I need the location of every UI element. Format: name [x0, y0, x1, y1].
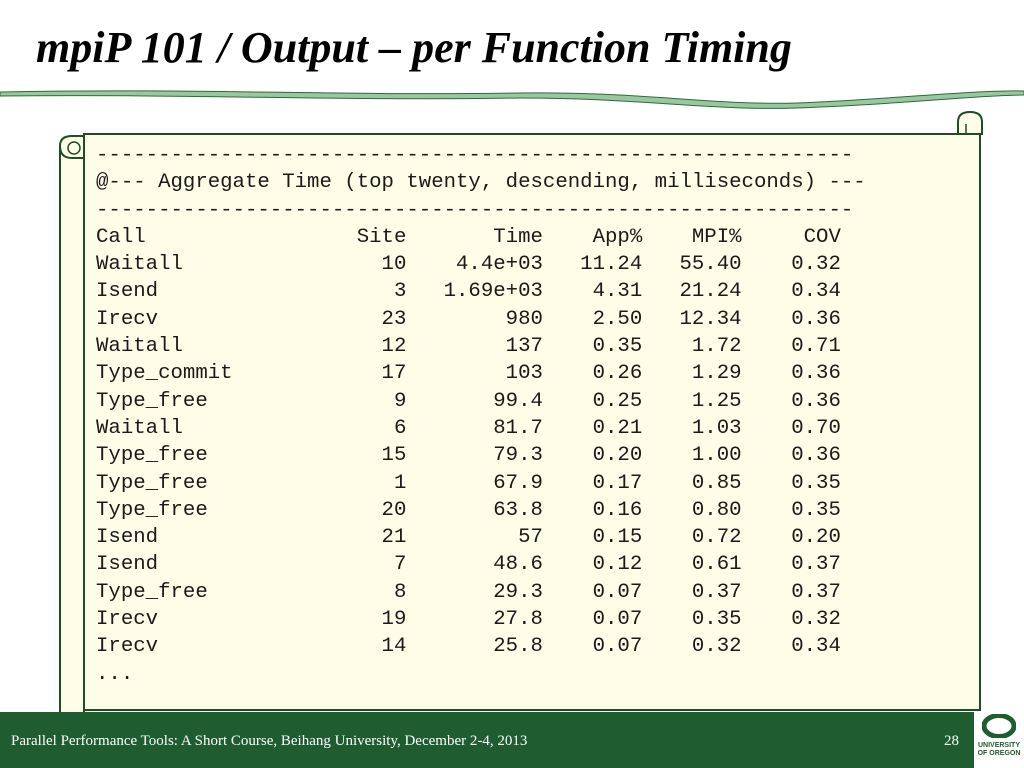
listing-row: Type_free 15 79.3 0.20 1.00 0.36: [96, 444, 841, 468]
logo-line-2: OF OREGON: [977, 750, 1021, 757]
listing-line: @--- Aggregate Time (top twenty, descend…: [96, 171, 866, 195]
oregon-o-icon: [982, 714, 1016, 738]
logo-text: UNIVERSITY OF OREGON: [974, 742, 1024, 758]
listing-row: Type_commit 17 103 0.26 1.29 0.36: [96, 362, 841, 386]
university-of-oregon-logo: UNIVERSITY OF OREGON: [974, 712, 1024, 768]
logo-line-1: UNIVERSITY: [977, 742, 1020, 749]
listing-row: Type_free 20 63.8 0.16 0.80 0.35: [96, 498, 841, 522]
decorative-wave: [0, 90, 1024, 109]
listing-row: Waitall 6 81.7 0.21 1.03 0.70: [96, 416, 841, 440]
slide-title: mpiP 101 / Output – per Function Timing: [36, 23, 792, 72]
listing-row: Isend 3 1.69e+03 4.31 21.24 0.34: [96, 280, 841, 304]
mpip-aggregate-time-listing: ----------------------------------------…: [96, 142, 866, 688]
listing-line: ----------------------------------------…: [96, 198, 854, 222]
listing-row: Type_free 1 67.9 0.17 0.85 0.35: [96, 471, 841, 495]
page-number: 28: [944, 733, 959, 749]
listing-row: Isend 21 57 0.15 0.72 0.20: [96, 526, 841, 550]
listing-ellipsis: ...: [96, 662, 134, 686]
listing-row: Waitall 12 137 0.35 1.72 0.71: [96, 335, 841, 359]
listing-row: Isend 7 48.6 0.12 0.61 0.37: [96, 553, 841, 577]
listing-row: Type_free 9 99.4 0.25 1.25 0.36: [96, 389, 841, 413]
footer-course-info: Parallel Performance Tools: A Short Cour…: [11, 733, 528, 749]
listing-line: ----------------------------------------…: [96, 144, 854, 167]
listing-row: Waitall 10 4.4e+03 11.24 55.40 0.32: [96, 253, 841, 277]
listing-row: Type_free 8 29.3 0.07 0.37 0.37: [96, 580, 841, 604]
listing-row: Irecv 23 980 2.50 12.34 0.36: [96, 307, 841, 331]
listing-row: Irecv 19 27.8 0.07 0.35 0.32: [96, 608, 841, 632]
listing-row: Irecv 14 25.8 0.07 0.32 0.34: [96, 635, 841, 659]
footer-bar: [0, 712, 1024, 768]
listing-header-row: Call Site Time App% MPI% COV: [96, 225, 841, 249]
